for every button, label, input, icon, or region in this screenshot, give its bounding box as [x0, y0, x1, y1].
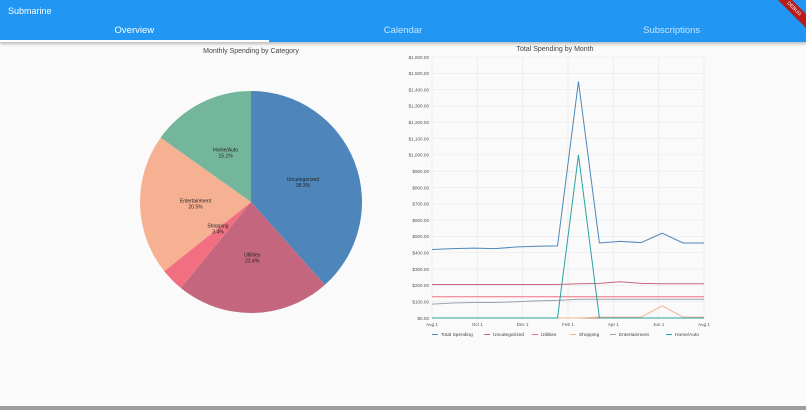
- line-y-tick: $0.00: [418, 316, 430, 321]
- legend-label-total-spending: Total Spending: [441, 332, 473, 338]
- line-y-tick: $800.00: [412, 185, 429, 190]
- pie-label-utilities: Utilities: [244, 253, 261, 259]
- line-y-tick: $100.00: [412, 299, 429, 304]
- pie-percent-uncategorized: 38.3%: [296, 183, 311, 189]
- line-series-uncategorized: [432, 281, 704, 286]
- line-chart-title: Total Spending by Month: [516, 46, 593, 53]
- line-y-tick: $400.00: [412, 251, 429, 256]
- line-y-tick: $500.00: [412, 234, 429, 239]
- line-chart: Total Spending by Month $0.00 $100.00 $200…: [409, 46, 711, 338]
- pie-chart: Monthly Spending by Category Uncategoriz…: [140, 48, 363, 314]
- line-x-tick: Jun 1: [653, 322, 665, 327]
- tab-subscriptions[interactable]: Subscriptions: [643, 25, 701, 36]
- pie-percent-entertainment: 20.5%: [188, 205, 203, 211]
- legend-label-uncategorized: Uncategorized: [493, 332, 524, 338]
- line-y-tick: $700.00: [412, 202, 429, 207]
- line-x-tick: Dec 1: [517, 322, 529, 327]
- pie-percent-shopping: 3.4%: [212, 229, 224, 235]
- pie-slice-uncategorized: [251, 91, 363, 285]
- line-x-tick: Feb 1: [562, 322, 574, 327]
- line-series-total-spending: [431, 81, 704, 250]
- line-y-tick: $1,500.00: [409, 71, 430, 76]
- line-y-tick: $1,200.00: [409, 120, 430, 125]
- pie-percent-utilities: 22.4%: [245, 259, 260, 265]
- legend-label-entertainment: Entertainment: [619, 332, 650, 338]
- line-y-tick: $300.00: [412, 267, 429, 272]
- bottom-bar: [0, 406, 806, 410]
- legend-label-home-auto: Home/Auto: [675, 332, 699, 338]
- legend-label-shopping: Shopping: [579, 332, 600, 338]
- line-x-tick: Aug 1: [426, 322, 438, 327]
- line-series-home-auto: [432, 154, 704, 319]
- pie-chart-title: Monthly Spending by Category: [203, 48, 299, 55]
- pie-slice-unlabeled-2: [164, 202, 251, 289]
- pie-slice-utilities: [180, 202, 325, 314]
- line-y-tick: $1,100.00: [409, 136, 430, 141]
- line-y-tick: $600.00: [412, 218, 429, 223]
- line-x-tick: Aug 1: [698, 322, 710, 327]
- tab-overview[interactable]: Overview: [0, 22, 269, 42]
- pie-percent-home-auto: 15.1%: [219, 154, 234, 160]
- line-x-tick: Apr 1: [608, 322, 619, 327]
- pie-label-shopping: Shopping: [207, 223, 228, 229]
- line-y-tick: $1,400.00: [409, 87, 430, 92]
- pie-label-home-auto: Home/Auto: [213, 148, 238, 154]
- line-x-tick: Oct 1: [472, 322, 483, 327]
- line-y-tick: $1,600.00: [409, 55, 430, 60]
- line-y-tick: $1,300.00: [409, 104, 430, 109]
- tab-calendar[interactable]: Calendar: [383, 25, 423, 36]
- app-title: Submarine: [8, 6, 52, 16]
- pie-label-entertainment: Entertainment: [180, 199, 212, 205]
- legend-label-utilities: Utilities: [541, 332, 557, 338]
- tab-bar: Overview Calendar Subscriptions: [0, 22, 806, 42]
- app-bar: Submarine Overview Calendar Subscription…: [0, 0, 806, 42]
- pie-slice-entertainment: [140, 137, 251, 272]
- pie-label-uncategorized: Uncategorized: [287, 177, 319, 183]
- line-series-entertainment: [431, 298, 704, 305]
- line-y-tick: $1,000.00: [409, 153, 430, 158]
- line-y-tick: $200.00: [412, 283, 429, 288]
- pie-slice-home-auto: [160, 91, 251, 202]
- line-y-tick: $900.00: [412, 169, 429, 174]
